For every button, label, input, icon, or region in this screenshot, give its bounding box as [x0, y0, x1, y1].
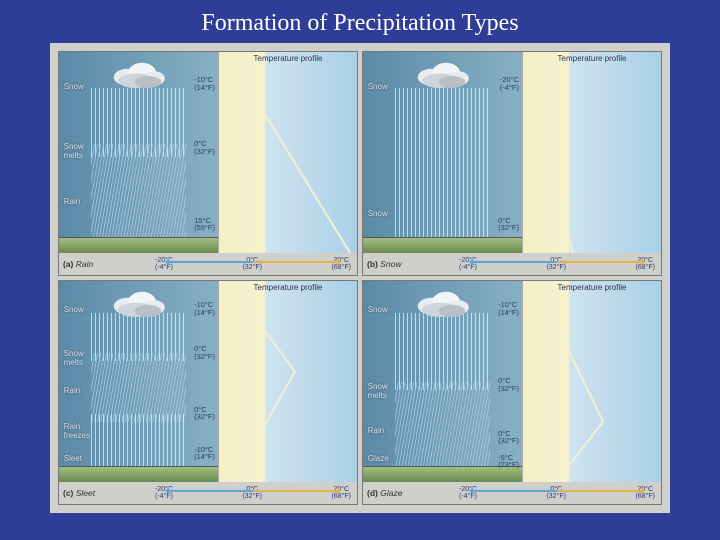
panel-caption-axis: (c) Sleet-20°C(-4°F)0°C(32°F)20°C(68°F): [59, 482, 357, 504]
temperature-axis: -20°C(-4°F)0°C(32°F)20°C(68°F): [153, 486, 353, 500]
temperature-marker: 0°C(32°F): [194, 345, 215, 360]
temperature-profile: Temperature profile: [219, 52, 357, 253]
temperature-marker: -10°C(14°F): [194, 301, 215, 316]
temperature-axis: -20°C(-4°F)0°C(32°F)20°C(68°F): [457, 257, 657, 271]
panel-caption: (c) Sleet: [63, 488, 153, 498]
ground: [59, 237, 218, 253]
scene-label: Glaze: [368, 454, 389, 463]
scene-label: Rainfreezes: [64, 422, 90, 440]
temperature-marker: 0°C(32°F): [498, 430, 519, 445]
temperature-profile: Temperature profile: [523, 52, 661, 253]
cloud-icon: [408, 58, 478, 88]
panel-sleet: Snow Snowmelts Rain Rainfreezes Sleet -10°C(1…: [58, 280, 358, 505]
scene-label: Snow: [368, 209, 388, 218]
temperature-marker: -10°C(14°F): [498, 301, 519, 316]
rain-layer: [91, 144, 186, 236]
temperature-profile: Temperature profile: [523, 281, 661, 482]
ground: [363, 237, 522, 253]
cloud-icon: [104, 287, 174, 317]
temperature-marker: 0°C(32°F): [498, 217, 519, 232]
panel-rain: Snow Snowmelts Rain -10°C(14°F) 0°C(32°F) 15°…: [58, 51, 358, 276]
temperature-marker: 0°C(32°F): [498, 377, 519, 392]
scene-label: Rain: [368, 426, 384, 435]
temperature-axis: -20°C(-4°F)0°C(32°F)20°C(68°F): [153, 257, 353, 271]
temperature-marker: 0°C(32°F): [194, 406, 215, 421]
temperature-marker: -10°C(14°F): [194, 76, 215, 91]
temperature-profile: Temperature profile: [219, 281, 357, 482]
scene-label: Rain: [64, 386, 80, 395]
panel-snow: Snow Snow -20°C(-4°F) 0°C(32°F) Temperature …: [362, 51, 662, 276]
temperature-marker: 15°C(59°F): [194, 217, 215, 232]
page-title: Formation of Precipitation Types: [0, 0, 720, 43]
temperature-axis: -20°C(-4°F)0°C(32°F)20°C(68°F): [457, 486, 657, 500]
temperature-marker: -5°C(23°F): [498, 454, 519, 469]
temperature-marker: 0°C(32°F): [194, 140, 215, 155]
cloud-icon: [408, 287, 478, 317]
figure-grid: Snow Snowmelts Rain -10°C(14°F) 0°C(32°F) 15°…: [50, 43, 670, 513]
panel-caption-axis: (d) Glaze-20°C(-4°F)0°C(32°F)20°C(68°F): [363, 482, 661, 504]
scene-label: Rain: [64, 197, 80, 206]
scene-label: Snowmelts: [368, 382, 388, 400]
snow-layer: [91, 414, 186, 466]
panel-caption: (a) Rain: [63, 259, 153, 269]
scene-label: Snowmelts: [64, 142, 84, 160]
precipitation-scene: Snow Snow -20°C(-4°F) 0°C(32°F): [363, 52, 523, 253]
scene-label: Snow: [64, 305, 84, 314]
ground: [59, 466, 218, 482]
panel-glaze: Snow Snowmelts Rain Glaze -10°C(14°F) 0°C(32°…: [362, 280, 662, 505]
scene-label: Snow: [64, 82, 84, 91]
panel-caption: (b) Snow: [367, 259, 457, 269]
precipitation-scene: Snow Snowmelts Rain -10°C(14°F) 0°C(32°F) 15°…: [59, 52, 219, 253]
scene-label: Snow: [368, 305, 388, 314]
temperature-marker: -10°C(14°F): [194, 446, 215, 461]
precipitation-scene: Snow Snowmelts Rain Glaze -10°C(14°F) 0°C(32°…: [363, 281, 523, 482]
panel-caption: (d) Glaze: [367, 488, 457, 498]
cloud-icon: [104, 58, 174, 88]
rain-layer: [91, 353, 186, 421]
snow-layer: [395, 88, 490, 237]
panel-caption-axis: (b) Snow-20°C(-4°F)0°C(32°F)20°C(68°F): [363, 253, 661, 275]
panel-caption-axis: (a) Rain-20°C(-4°F)0°C(32°F)20°C(68°F): [59, 253, 357, 275]
rain-layer: [395, 382, 490, 466]
scene-label: Snowmelts: [64, 349, 84, 367]
snow-layer: [395, 313, 490, 389]
scene-label: Snow: [368, 82, 388, 91]
scene-label: Sleet: [64, 454, 82, 463]
precipitation-scene: Snow Snowmelts Rain Rainfreezes Sleet -10°C(1…: [59, 281, 219, 482]
temperature-marker: -20°C(-4°F): [500, 76, 519, 91]
